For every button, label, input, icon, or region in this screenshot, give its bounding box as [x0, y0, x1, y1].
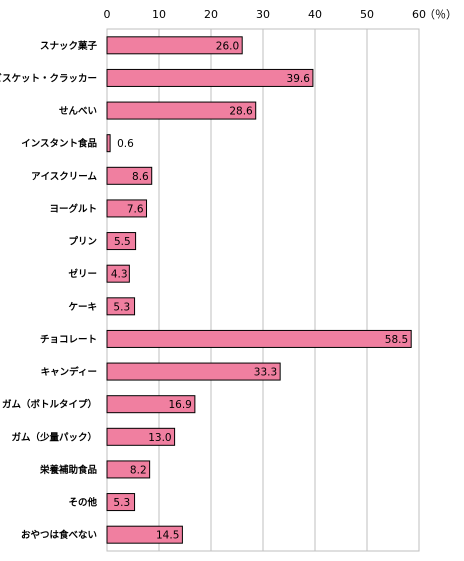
- category-label: キャンディー: [41, 366, 97, 378]
- x-tick-label: 30: [256, 8, 270, 21]
- bar: [106, 329, 412, 348]
- data-label: 5.3: [113, 497, 130, 509]
- data-label: 8.2: [130, 464, 147, 476]
- bar: [106, 395, 196, 414]
- category-label: おやつは食べない: [21, 529, 97, 541]
- data-label: 0.6: [117, 138, 134, 150]
- data-label: 26.0: [216, 40, 239, 52]
- bar: [106, 68, 314, 87]
- category-label: ガム（ボトルタイプ）: [2, 399, 97, 411]
- bar: [106, 427, 176, 446]
- bar: [106, 460, 151, 479]
- data-label: 13.0: [148, 432, 171, 444]
- category-label: 栄養補助食品: [39, 464, 97, 476]
- bar: [106, 166, 153, 185]
- x-tick-label: 20: [204, 8, 218, 21]
- category-label: ガム（少量パック）: [11, 431, 97, 443]
- x-tick-label: 60: [412, 8, 426, 21]
- bars: [106, 36, 412, 544]
- category-label: チョコレート: [40, 334, 97, 345]
- data-label: 28.6: [229, 106, 253, 118]
- category-label: その他: [68, 497, 97, 509]
- x-tick-label: 50: [360, 8, 374, 21]
- category-label: プリン: [68, 236, 97, 248]
- data-label: 8.6: [132, 171, 149, 183]
- unit-label: （％）: [424, 8, 457, 21]
- data-labels: 26.0 39.6 28.6 0.6 8.6 7.6 5.5 4.3 5.3 58.5 33.3 16…: [111, 40, 408, 541]
- category-label: スナック菓子: [40, 40, 98, 52]
- data-label: 5.3: [113, 301, 130, 313]
- category-label: ゼリー: [68, 268, 97, 280]
- bar: [106, 232, 137, 251]
- data-label: 14.5: [156, 530, 179, 542]
- category-label: アイスクリーム: [31, 171, 97, 182]
- category-label: せんべい: [59, 106, 97, 117]
- category-label: ビスケット・クラッカー: [0, 72, 97, 84]
- bar: [106, 362, 281, 381]
- bar: [106, 493, 136, 512]
- x-tick-label: 10: [152, 8, 166, 21]
- category-label: インスタント食品: [21, 138, 97, 150]
- bar: [106, 36, 243, 55]
- bar: [106, 199, 148, 218]
- data-label: 16.9: [168, 399, 191, 411]
- data-label: 33.3: [254, 367, 277, 379]
- data-label: 58.5: [385, 334, 408, 346]
- bar: [106, 264, 130, 283]
- bar: [106, 297, 136, 316]
- data-label: 7.6: [127, 203, 144, 215]
- x-tick-label: 0: [104, 8, 111, 21]
- x-axis-ticks: 0 10 20 30 40 50 60: [104, 8, 427, 21]
- data-label: 5.5: [114, 236, 131, 248]
- x-tick-label: 40: [308, 8, 322, 21]
- bar: [106, 101, 257, 120]
- bar: [106, 134, 111, 153]
- category-label: ヨーグルト: [49, 203, 97, 215]
- data-label: 4.3: [111, 269, 128, 281]
- data-label: 39.6: [287, 73, 311, 85]
- category-labels: スナック菓子ビスケット・クラッカーせんべいインスタント食品アイスクリームヨーグル…: [0, 40, 97, 541]
- bar: [106, 525, 183, 544]
- category-label: ケーキ: [68, 302, 97, 313]
